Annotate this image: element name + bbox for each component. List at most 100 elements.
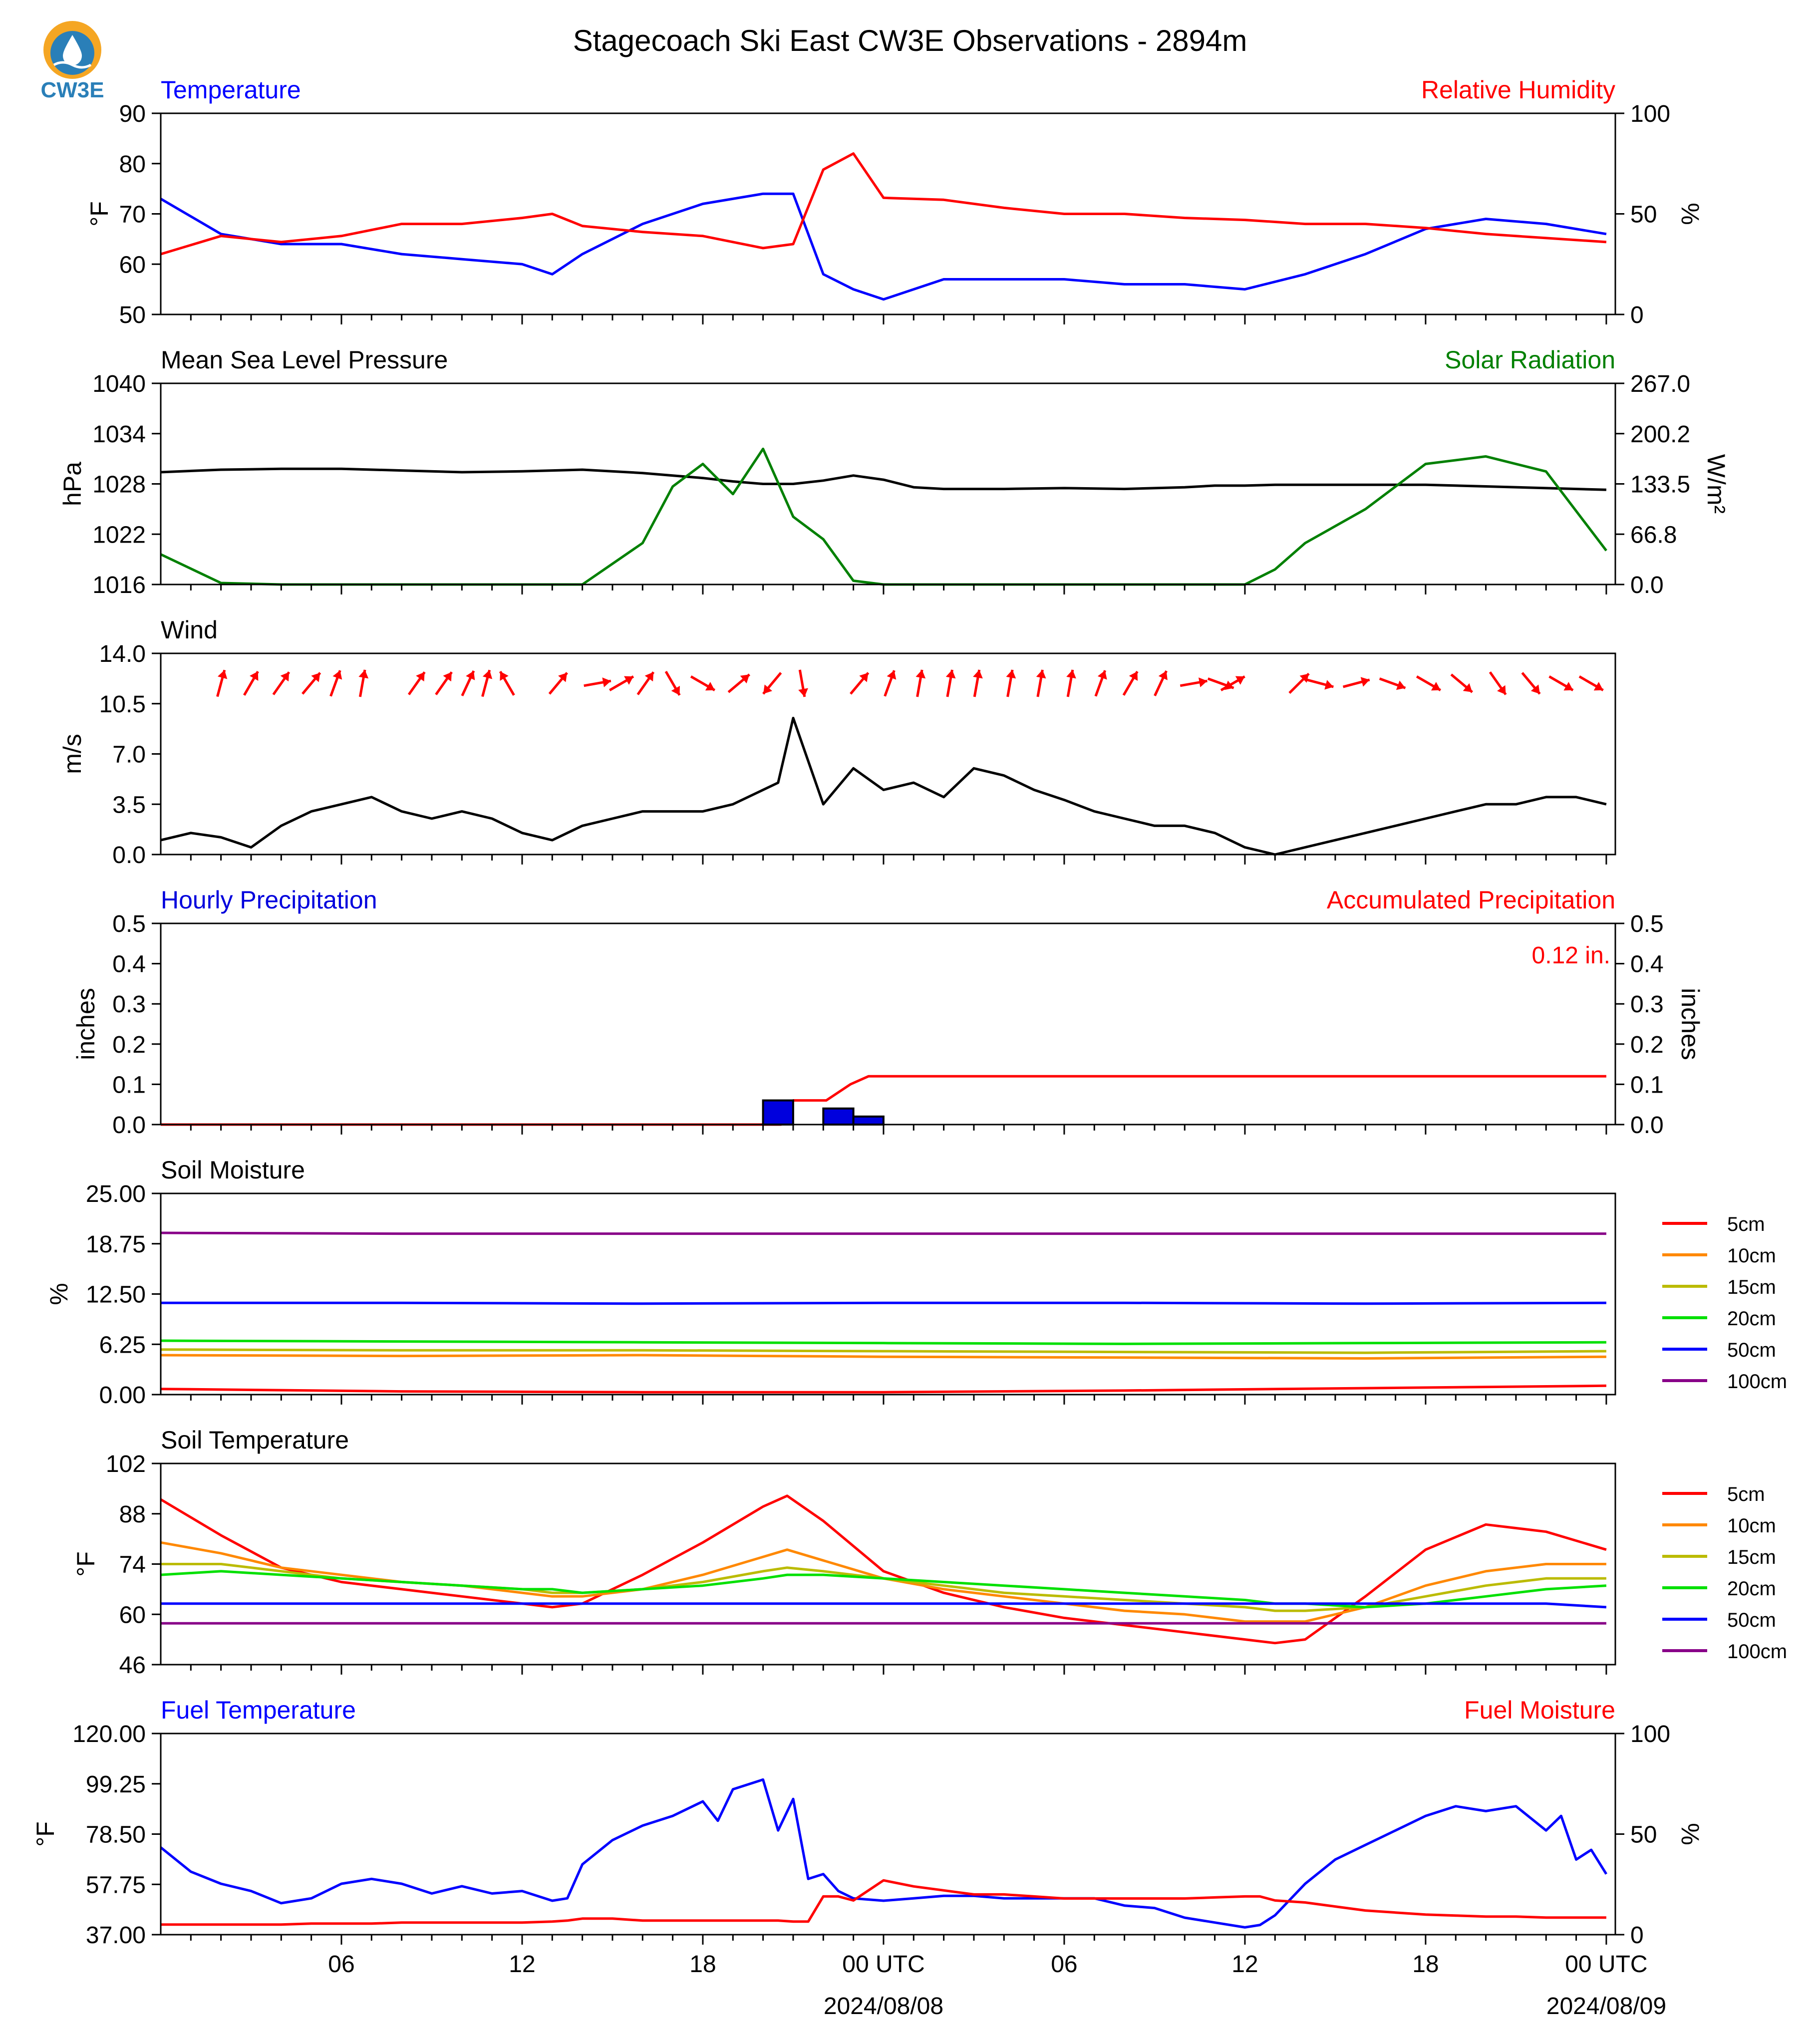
wind-arrow-head <box>1530 684 1540 694</box>
x-tick-label: 06 <box>328 1951 354 1978</box>
wind-arrow-head <box>915 669 926 679</box>
wind-arrow-head <box>763 684 772 694</box>
x-tick-label: 12 <box>1231 1951 1258 1978</box>
wind-arrow-head <box>1235 676 1245 685</box>
legend-label: 50cm <box>1727 1609 1776 1631</box>
legend-label: 20cm <box>1727 1308 1776 1330</box>
panel-4: 0.0 0.1 0.2 0.3 0.4 0.5 0.0 0.1 0.2 0.3 0.4 0.5 Hour… <box>72 886 1704 1139</box>
panel-title-right: Accumulated Precipitation <box>1327 886 1615 914</box>
y-tick-label-right: 50 <box>1630 202 1657 228</box>
legend-label: 15cm <box>1727 1546 1776 1568</box>
wind-arrow-head <box>443 672 452 682</box>
y-tick-label: 18.75 <box>86 1231 146 1258</box>
y-axis-label: m/s <box>58 734 86 774</box>
series-line-5cm <box>160 1494 1607 1645</box>
wind-arrow-head <box>624 676 633 685</box>
y-tick-label: 99.25 <box>86 1771 146 1798</box>
y-tick-label: 1022 <box>92 522 146 548</box>
x-tick-label: 18 <box>689 1951 716 1978</box>
precip-bar <box>852 1115 885 1126</box>
series-line-fuel-temperature <box>160 1778 1608 1929</box>
legend-label: 20cm <box>1727 1578 1776 1600</box>
y-tick-label-right: 0 <box>1630 302 1644 328</box>
precip-bar <box>822 1107 855 1126</box>
wind-arrow-head <box>798 688 808 697</box>
series-line-50cm <box>161 1602 1607 1609</box>
y-tick-label: 46 <box>119 1652 146 1679</box>
y-tick-label-right: 0.4 <box>1630 951 1664 978</box>
wind-arrow-head <box>416 672 425 682</box>
y-tick-label: 14.0 <box>99 641 146 667</box>
y-tick-label-right: 66.8 <box>1630 522 1677 548</box>
y-tick-label-right: 0.5 <box>1630 911 1664 937</box>
panel-title-left: Hourly Precipitation <box>161 886 377 914</box>
logo-wave <box>53 61 92 69</box>
series-line-fuel-moisture <box>161 1879 1606 1926</box>
series-line-5cm <box>160 1384 1606 1394</box>
y-tick-label: 102 <box>106 1451 146 1477</box>
wind-arrow-head <box>332 670 342 680</box>
wind-arrow-head <box>558 672 567 682</box>
y-tick-label: 0.0 <box>112 842 146 869</box>
panel-title-left: Soil Temperature <box>161 1426 349 1454</box>
legend-label: 50cm <box>1727 1339 1776 1361</box>
wind-arrow-head <box>250 671 259 681</box>
y-tick-label: 0.00 <box>99 1382 146 1409</box>
y-axis-label: °F <box>31 1821 59 1847</box>
series-line-wind-speed <box>160 717 1607 856</box>
wind-arrow-head <box>671 686 680 695</box>
y-axis-label: inches <box>72 988 100 1060</box>
wind-arrow-head <box>466 671 475 680</box>
legend-label: 100cm <box>1727 1371 1787 1393</box>
y-tick-label-right: 100 <box>1630 101 1670 127</box>
wind-arrow-head <box>644 672 654 682</box>
y-tick-label-right: 0.0 <box>1630 1112 1664 1139</box>
x-tick-label: 12 <box>509 1951 535 1978</box>
time-axis-labels: 2024/08/08 2024/08/09 <box>824 1993 1666 2020</box>
legend-label: 15cm <box>1727 1276 1776 1298</box>
y-tick-label: 1034 <box>92 421 146 448</box>
panel-7: 37.00 57.75 78.50 99.25 120.00 0 50 100 Fuel Tem… <box>31 1696 1704 1978</box>
wind-arrow-head <box>500 671 509 681</box>
legend-label: 100cm <box>1727 1641 1787 1663</box>
legend-label: 10cm <box>1727 1245 1776 1267</box>
y-axis-label-right: % <box>1676 203 1704 225</box>
y-tick-label: 0.1 <box>112 1072 146 1098</box>
wind-arrow-head <box>1593 682 1603 691</box>
panel-title-left: Mean Sea Level Pressure <box>161 346 448 374</box>
y-tick-label: 0.2 <box>112 1032 146 1058</box>
y-tick-label: 90 <box>119 101 146 127</box>
series-line-20cm <box>160 1570 1607 1609</box>
y-axis-label: °F <box>85 201 113 227</box>
y-axis-label: hPa <box>58 462 86 506</box>
y-tick-label: 50 <box>119 302 146 328</box>
y-tick-label: 1016 <box>92 572 146 598</box>
y-tick-label-right: 0.0 <box>1630 572 1664 598</box>
y-tick-label: 10.5 <box>99 691 146 718</box>
y-tick-label: 6.25 <box>99 1332 146 1358</box>
legend-label: 5cm <box>1727 1213 1765 1235</box>
y-tick-label-right: 267.0 <box>1630 371 1690 397</box>
y-tick-label: 0.0 <box>112 1112 146 1139</box>
y-tick-label: 78.50 <box>86 1822 146 1848</box>
wind-arrow-head <box>1066 669 1076 679</box>
y-axis-label: °F <box>72 1551 100 1577</box>
wind-arrow-head <box>705 682 715 691</box>
panel-1: 50 60 70 80 90 0 50 100 Temperature Relative Humi… <box>85 76 1704 328</box>
wind-arrow-head <box>740 674 750 684</box>
legend-label: 5cm <box>1727 1483 1765 1505</box>
x-tick-label: 00 UTC <box>1565 1951 1647 1978</box>
wind-arrow-head <box>218 670 228 679</box>
wind-arrow-head <box>859 672 869 682</box>
wind-arrow-head <box>1360 677 1370 687</box>
wind-arrow-head <box>482 670 493 679</box>
y-tick-label-right: 0 <box>1630 1922 1644 1949</box>
y-tick-label: 25.00 <box>86 1181 146 1207</box>
x-tick-label: 18 <box>1412 1951 1439 1978</box>
y-tick-label-right: 133.5 <box>1630 472 1690 498</box>
wind-arrow-head <box>1199 677 1208 687</box>
y-axis-label-right: % <box>1676 1823 1704 1845</box>
wind-arrow-head <box>311 672 320 682</box>
